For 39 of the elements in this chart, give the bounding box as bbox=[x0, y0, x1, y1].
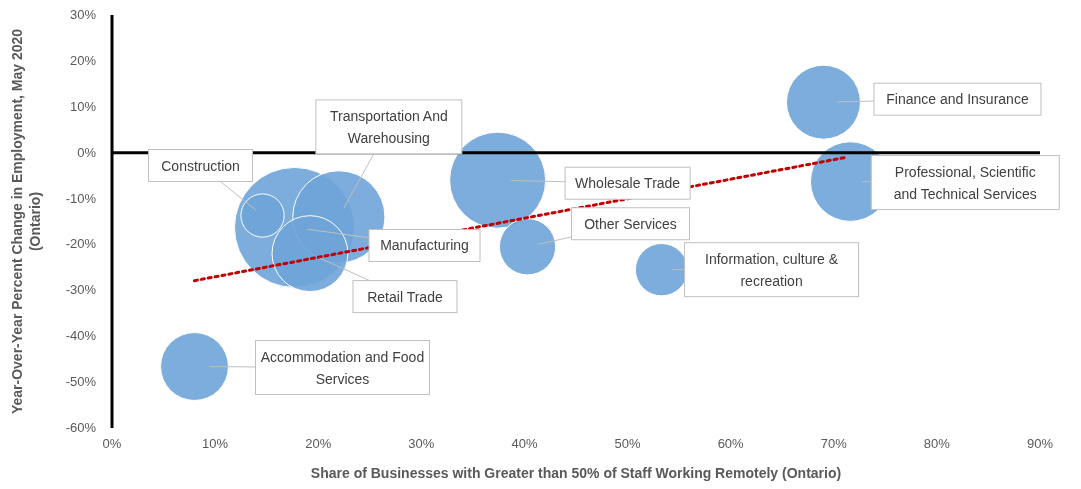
x-tick-label: 90% bbox=[1026, 436, 1054, 451]
x-tick-label: 10% bbox=[202, 436, 229, 451]
x-tick-label: 60% bbox=[717, 436, 745, 451]
x-axis-title: Share of Businesses with Greater than 50% of Staff Working Remotely (Ontario) bbox=[310, 465, 842, 481]
series-label: Professional, Scientific and Technical Services bbox=[893, 163, 1037, 202]
x-tick-label: 40% bbox=[511, 436, 538, 451]
x-tick-label: 30% bbox=[408, 436, 435, 451]
y-tick-label: 20% bbox=[69, 52, 97, 68]
y-tick-label: -10% bbox=[65, 190, 97, 206]
y-tick-label: -20% bbox=[65, 236, 97, 252]
series-label: Manufacturing bbox=[380, 237, 469, 254]
text: Other Services bbox=[584, 215, 677, 232]
callout: Information, culture & recreation bbox=[672, 242, 860, 298]
y-tick-label: 0% bbox=[77, 144, 97, 160]
y-tick-label: -50% bbox=[65, 374, 97, 390]
callout: Retail Trade bbox=[318, 257, 458, 314]
y-tick-label: -30% bbox=[65, 282, 97, 298]
callout: Wholesale Trade bbox=[510, 166, 691, 200]
x-tick-label: 0% bbox=[102, 436, 122, 451]
y-tick-label: 10% bbox=[69, 98, 97, 114]
callout: Accommodation and Food Services bbox=[208, 340, 430, 395]
y-tick-label: -60% bbox=[65, 420, 97, 435]
x-tick-label: 80% bbox=[923, 436, 951, 451]
callout: Construction bbox=[148, 149, 257, 212]
y-axis-title: Year-Over-Year Percent Change in Employment, May 2020 (Ontario) bbox=[9, 28, 43, 415]
callout: Finance and Insurance bbox=[836, 82, 1042, 116]
callout: Other Services bbox=[537, 207, 691, 245]
series-label: Finance and Insurance bbox=[886, 91, 1029, 108]
callout: Professional, Scientific and Technical Services bbox=[861, 155, 1060, 211]
x-tick-label: 20% bbox=[305, 436, 332, 451]
x-tick-label: 70% bbox=[820, 436, 848, 451]
callout: Transportation And Warehousing bbox=[315, 99, 463, 209]
series-label: Information, culture & recreation bbox=[705, 250, 839, 289]
y-tick-label: -40% bbox=[65, 328, 97, 344]
callout: Manufacturing bbox=[307, 228, 481, 262]
x-tick-label: 50% bbox=[614, 436, 641, 451]
y-tick-label: 30% bbox=[69, 7, 97, 22]
series-label: Construction bbox=[161, 157, 240, 174]
series-label: Transportation And Warehousing bbox=[329, 107, 448, 146]
